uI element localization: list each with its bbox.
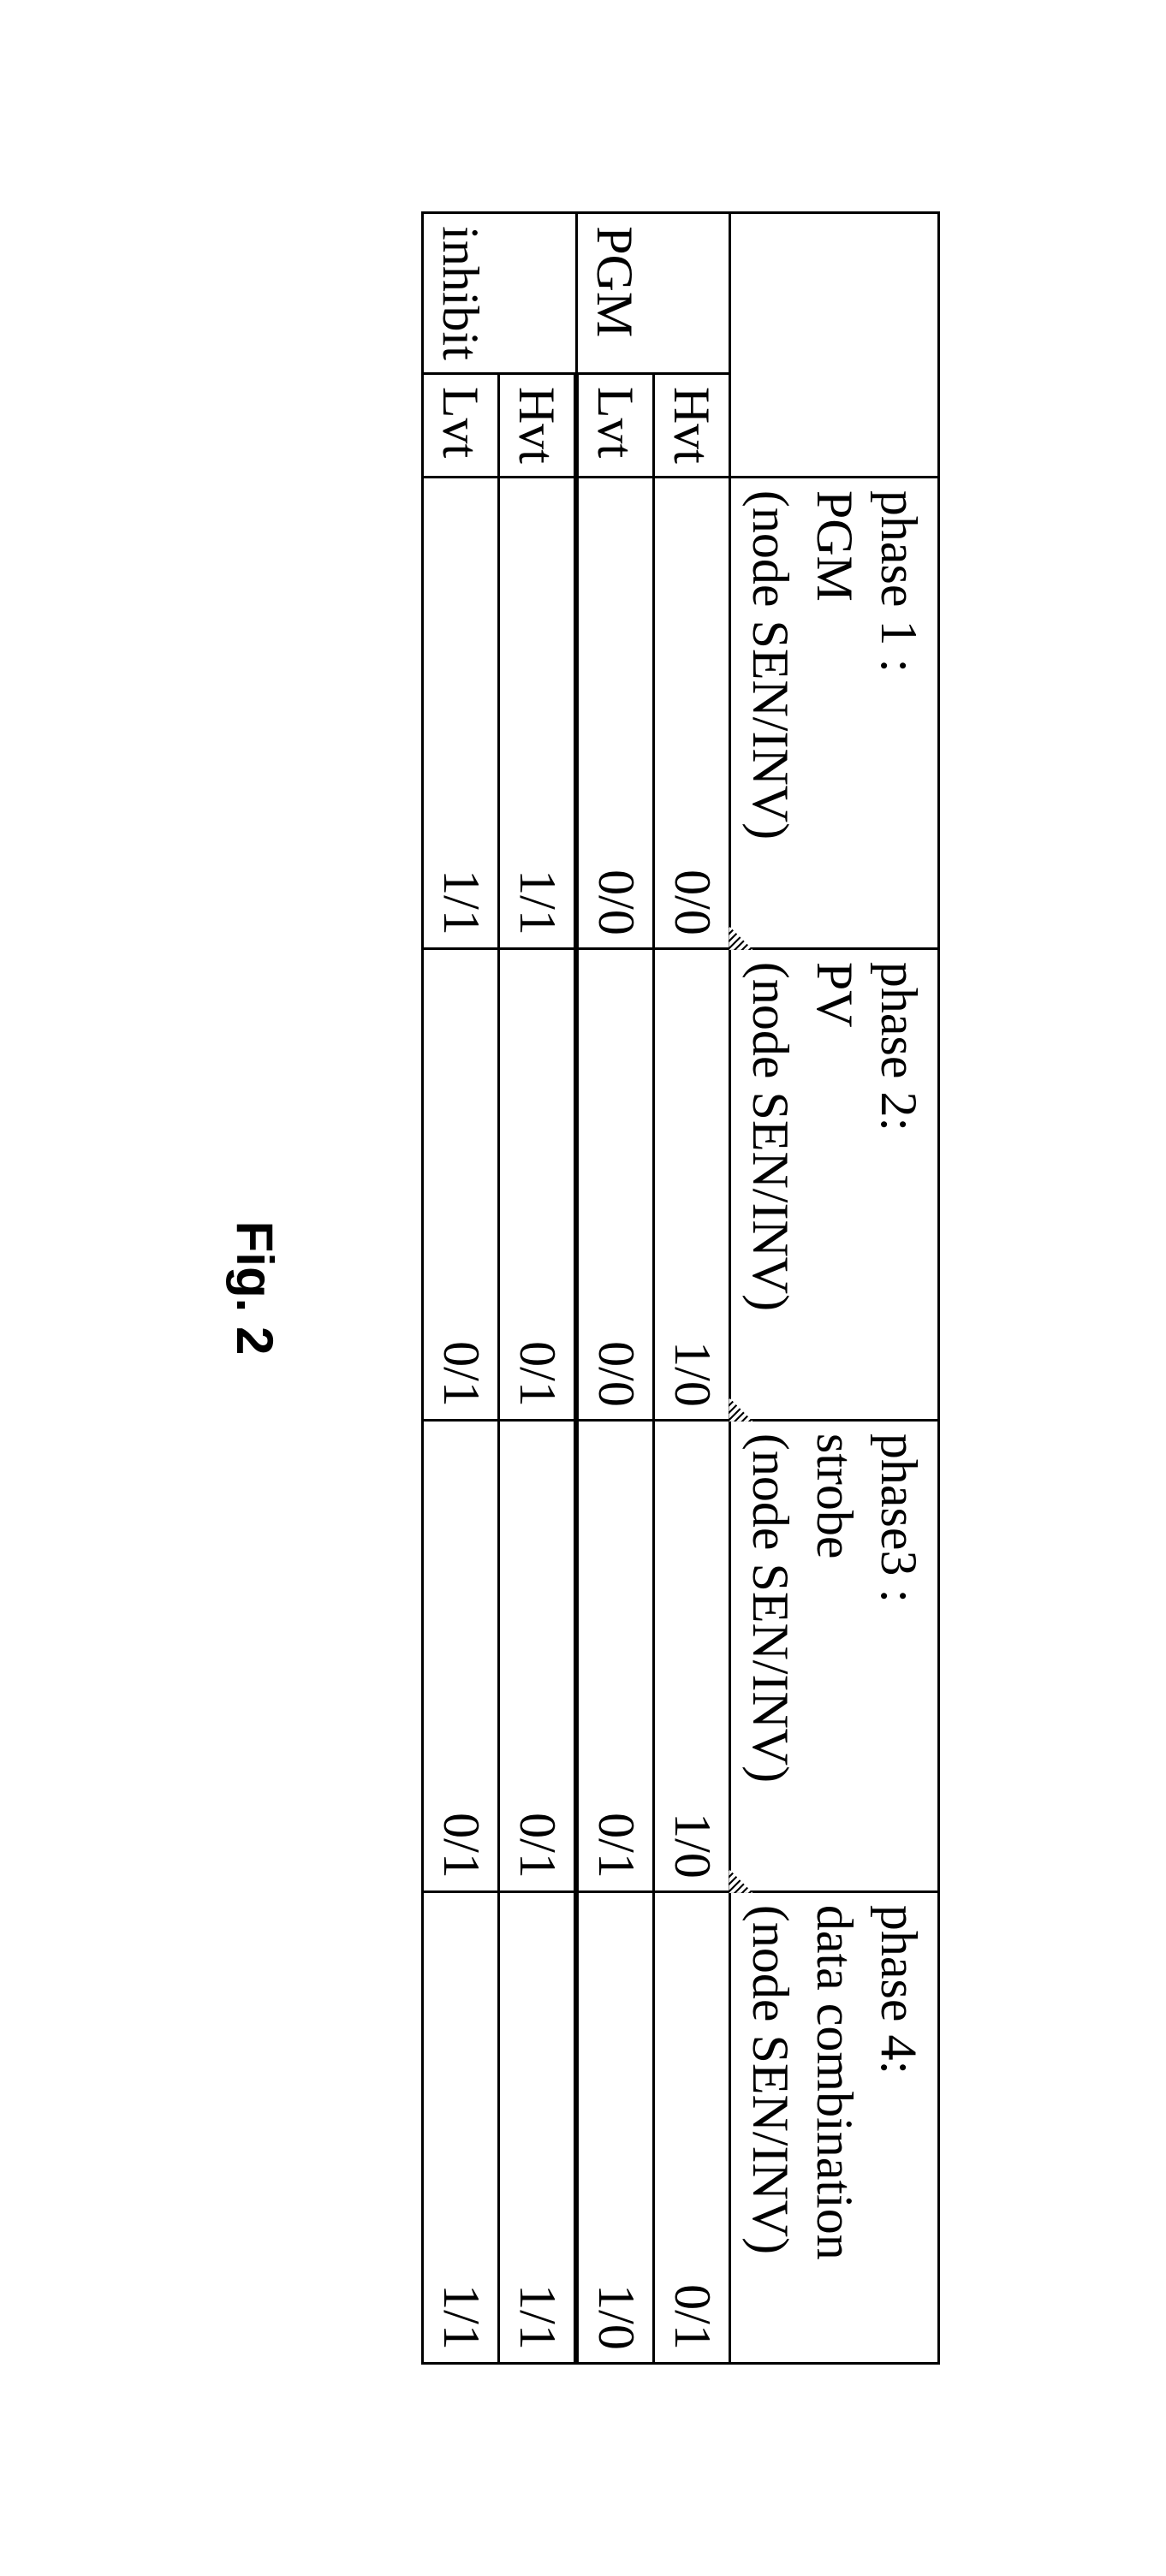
figure-caption: Fig. 2 [226, 1221, 285, 1356]
page-wrap: phase 1 : PGM (node SEN/INV) phase 2: PV… [0, 0, 1166, 2576]
cell: 1/0 [654, 1420, 730, 1891]
cell: 0/0 [654, 477, 730, 948]
cell: 1/1 [499, 477, 577, 948]
phase3-l2: strobe [803, 1433, 867, 1879]
cell: 0/0 [577, 477, 655, 948]
cell: 0/1 [499, 1420, 577, 1891]
cat-inhibit: inhibit [423, 213, 577, 374]
cat-pgm: PGM [577, 213, 731, 374]
cell: 1/0 [654, 948, 730, 1420]
cell: 1/1 [499, 1891, 577, 2363]
cell: 0/1 [423, 948, 499, 1420]
table-row: Lvt 1/1 0/1 0/1 1/1 [423, 213, 499, 2364]
row-label: Lvt [577, 373, 655, 477]
cell: 1/0 [577, 1891, 655, 2363]
cell: 0/0 [577, 948, 655, 1420]
row-label: Hvt [499, 373, 577, 477]
cell: 0/1 [654, 1891, 730, 2363]
row-label: Lvt [423, 373, 499, 477]
cell: 1/1 [423, 1891, 499, 2363]
cell: 0/1 [499, 948, 577, 1420]
phase-header-4: phase 4: data combination (node SEN/INV) [730, 1891, 939, 2363]
header-row: phase 1 : PGM (node SEN/INV) phase 2: PV… [730, 213, 939, 2364]
phase-table: phase 1 : PGM (node SEN/INV) phase 2: PV… [422, 211, 941, 2365]
phase4-l3: (node SEN/INV) [739, 1905, 803, 2350]
phase-header-3: phase3 : strobe (node SEN/INV) [730, 1420, 939, 1891]
cell: 1/1 [423, 477, 499, 948]
table-row: inhibit Hvt 1/1 0/1 0/1 1/1 [499, 213, 577, 2364]
phase1-l2: PGM [803, 490, 867, 935]
phase2-l3: (node SEN/INV) [739, 962, 803, 1407]
phase3-l3: (node SEN/INV) [739, 1433, 803, 1879]
phase2-l1: phase 2: [867, 962, 931, 1407]
cell: 0/1 [423, 1420, 499, 1891]
phase4-l2: data combination [803, 1905, 867, 2350]
phase3-l1: phase3 : [867, 1433, 931, 1879]
phase-header-1: phase 1 : PGM (node SEN/INV) [730, 477, 939, 948]
cell: 0/1 [577, 1420, 655, 1891]
phase1-l1: phase 1 : [867, 490, 931, 935]
row-label: Hvt [654, 373, 730, 477]
table-row: PGM Hvt 0/0 1/0 1/0 0/1 [654, 213, 730, 2364]
phase1-l3: (node SEN/INV) [739, 490, 803, 935]
phase-header-2: phase 2: PV (node SEN/INV) [730, 948, 939, 1420]
phase4-l1: phase 4: [867, 1905, 931, 2350]
table-row: Lvt 0/0 0/0 0/1 1/0 [577, 213, 655, 2364]
header-blank [730, 213, 939, 478]
phase2-l2: PV [803, 962, 867, 1407]
